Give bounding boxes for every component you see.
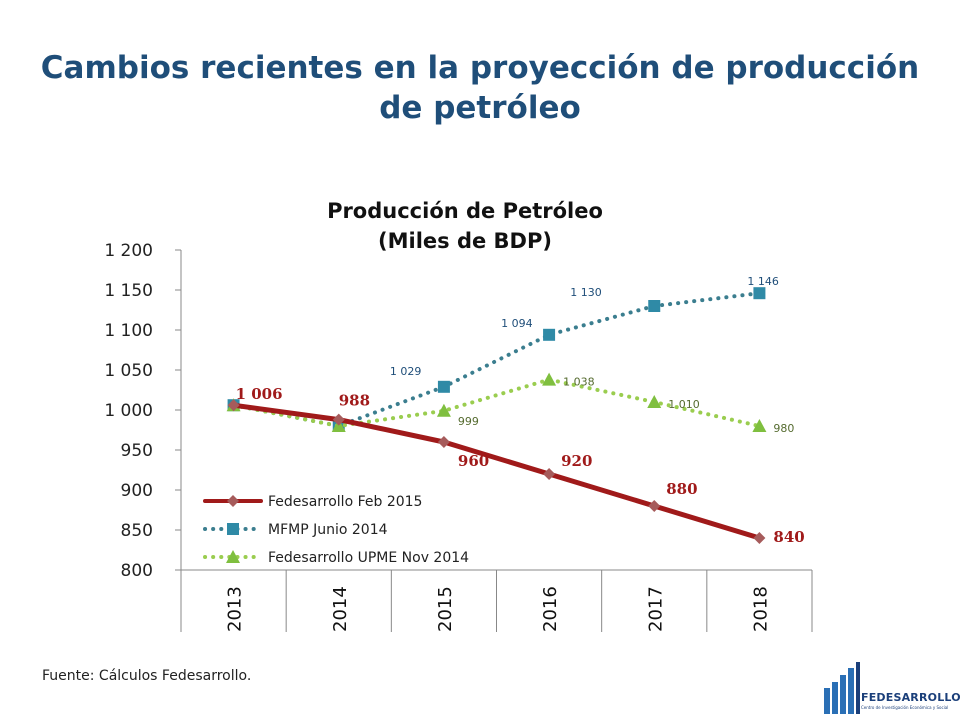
series-1-marker [437, 380, 450, 393]
legend-marker-2 [226, 550, 240, 563]
data-label: 1 146 [747, 275, 779, 288]
fedesarrollo-logo [824, 662, 860, 714]
y-tick-label: 1 100 [104, 321, 153, 341]
series-line-0 [231, 402, 762, 541]
legend-label: Fedesarrollo Feb 2015 [268, 494, 422, 510]
data-label: 840 [773, 528, 804, 546]
chart-title: Producción de Petróleo (Miles de BDP) [260, 196, 670, 256]
series-0-marker [543, 468, 556, 480]
data-label: 1 010 [668, 398, 700, 411]
data-label: 960 [458, 452, 489, 470]
data-label: 1 029 [390, 365, 422, 378]
logo-text: FEDESARROLLO [861, 691, 960, 704]
series-0-marker [227, 399, 240, 412]
series-0-marker [437, 436, 450, 448]
series-1-marker [543, 328, 556, 341]
y-tick-label: 850 [121, 521, 153, 541]
data-label: 1 006 [236, 385, 283, 403]
legend-marker-0 [227, 495, 239, 507]
data-label: 1 038 [563, 376, 595, 389]
x-tick-label: 2017 [645, 586, 666, 632]
legend-label: MFMP Junio 2014 [268, 522, 388, 538]
series-1-marker [648, 300, 661, 312]
legend-marker-1 [227, 523, 239, 535]
data-label: 920 [561, 452, 592, 470]
chart-title-line-2: (Miles de BDP) [378, 229, 552, 253]
x-tick-label: 2018 [750, 586, 771, 632]
slide-title: Cambios recientes en la proyección de pr… [40, 50, 920, 126]
legend-label: Fedesarrollo UPME Nov 2014 [268, 550, 469, 566]
data-label: 1 130 [570, 286, 602, 299]
y-tick-label: 900 [121, 481, 153, 501]
series-line-2 [231, 377, 762, 428]
x-tick-label: 2016 [540, 586, 561, 632]
y-tick-label: 950 [121, 441, 153, 461]
data-label: 988 [339, 392, 370, 410]
data-label: 980 [773, 422, 794, 435]
y-tick-label: 800 [121, 561, 153, 581]
series-0-marker [648, 500, 661, 512]
source-note: Fuente: Cálculos Fedesarrollo. [42, 668, 252, 684]
series-1-marker [753, 287, 766, 300]
data-label: 999 [458, 415, 479, 428]
chart-title-line-1: Producción de Petróleo [327, 199, 603, 223]
y-tick-label: 1 050 [104, 361, 153, 381]
series-2-marker [542, 372, 557, 386]
x-tick-label: 2013 [225, 586, 246, 632]
series-2-marker [436, 403, 451, 417]
series-2-marker [647, 395, 662, 408]
y-tick-label: 1 150 [104, 281, 153, 301]
data-label: 1 094 [501, 317, 533, 330]
series-0-marker [332, 413, 345, 426]
series-0-marker [753, 532, 766, 544]
data-label: 880 [666, 480, 697, 498]
y-tick-label: 1 000 [104, 401, 153, 421]
series-2-marker [752, 419, 767, 432]
x-tick-label: 2014 [330, 586, 351, 632]
logo-subtitle: Centro de Investigación Económica y Soci… [861, 705, 949, 710]
y-tick-label: 1 200 [104, 241, 153, 261]
x-tick-label: 2015 [435, 586, 456, 632]
